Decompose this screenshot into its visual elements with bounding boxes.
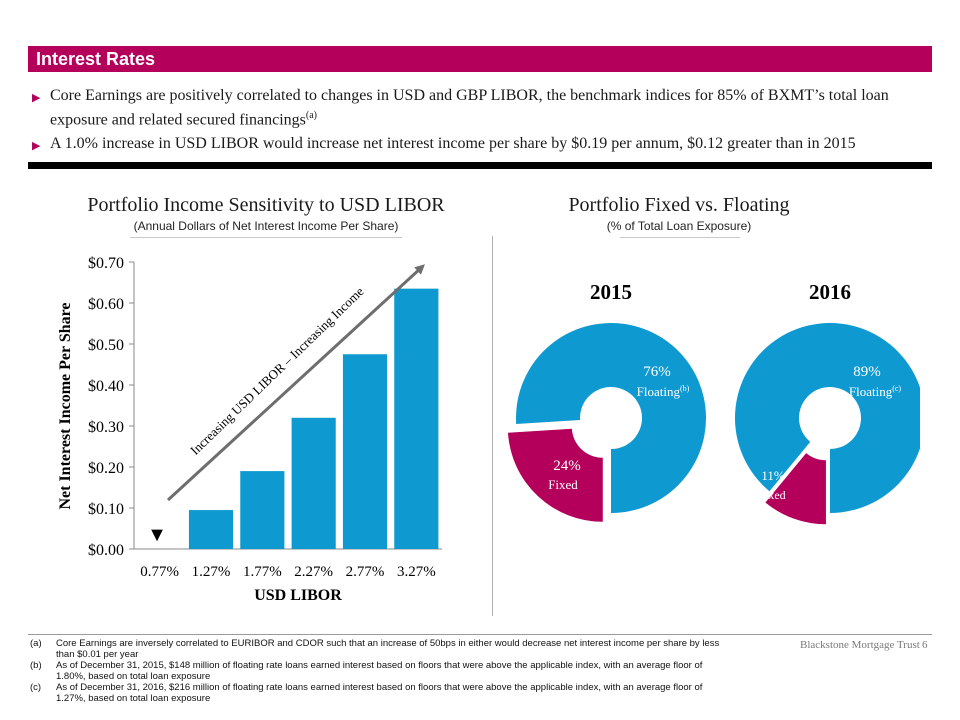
bullet-text: Core Earnings are positively correlated … bbox=[50, 87, 889, 129]
footer-brand: Blackstone Mortgage Trust bbox=[800, 639, 920, 651]
fixed-slice bbox=[765, 453, 826, 525]
right-chart-subtitle: (% of Total Loan Exposure) bbox=[606, 219, 752, 233]
floating-2015-pct: 76% bbox=[643, 364, 671, 380]
y-tick-label: $0.70 bbox=[88, 255, 124, 272]
bullet-item: ▶ A 1.0% increase in USD LIBOR would inc… bbox=[30, 134, 932, 154]
fixed-2015-pct: 24% bbox=[553, 458, 581, 474]
x-tick-label: 1.27% bbox=[192, 564, 231, 580]
donut-2015 bbox=[507, 323, 706, 522]
y-tick-label: $0.40 bbox=[88, 378, 124, 395]
fixed-2016-label: Fixed bbox=[758, 488, 785, 502]
fixed-2015-label: Fixed bbox=[548, 477, 578, 492]
bar bbox=[291, 417, 336, 549]
section-header-bar: Interest Rates bbox=[28, 46, 932, 72]
y-tick-label: $0.60 bbox=[88, 296, 124, 313]
bar bbox=[342, 354, 388, 549]
bar bbox=[188, 510, 234, 549]
footnotes: (a) Core Earnings are inversely correlat… bbox=[30, 638, 720, 704]
footnote: (c) As of December 31, 2016, $216 millio… bbox=[30, 682, 720, 704]
donut-charts: 2015 2016 76% Floating(b) 24% Fixed 89% … bbox=[507, 280, 920, 525]
panel-divider bbox=[492, 236, 493, 616]
x-tick-label: 2.27% bbox=[294, 564, 333, 580]
y-tick-label: $0.00 bbox=[88, 542, 124, 559]
fixed-2016-pct: 11% bbox=[761, 468, 785, 483]
left-subtitle-underline bbox=[130, 237, 402, 238]
triangle-bullet-icon: ▶ bbox=[32, 91, 41, 104]
floating-2016-label: Floating(c) bbox=[849, 384, 902, 399]
y-tick-label: $0.20 bbox=[88, 460, 124, 477]
footnote-letter: (c) bbox=[30, 682, 42, 693]
y-tick-label: $0.50 bbox=[88, 337, 124, 354]
donut-2015-year: 2015 bbox=[590, 280, 632, 304]
x-axis-label: USD LIBOR bbox=[254, 587, 342, 604]
bullet-text: A 1.0% increase in USD LIBOR would incre… bbox=[50, 135, 856, 153]
x-tick-label: 2.77% bbox=[346, 564, 385, 580]
y-axis-label: Net Interest Income Per Share bbox=[57, 302, 74, 509]
footnote-text: Core Earnings are inversely correlated t… bbox=[56, 638, 720, 660]
footer-rule bbox=[28, 634, 932, 635]
left-chart-title: Portfolio Income Sensitivity to USD LIBO… bbox=[87, 194, 445, 216]
donut-2016-year: 2016 bbox=[809, 280, 851, 304]
floating-slice bbox=[516, 323, 706, 513]
right-subtitle-underline bbox=[620, 237, 740, 238]
trend-arrow bbox=[166, 264, 425, 502]
bar bbox=[394, 288, 439, 549]
floating-2016-pct: 89% bbox=[853, 364, 881, 380]
footnote-letter: (b) bbox=[30, 660, 42, 671]
donut-2016 bbox=[735, 323, 920, 525]
bar bbox=[240, 471, 285, 549]
section-title: Interest Rates bbox=[36, 49, 156, 69]
floating-2015-label: Floating(b) bbox=[637, 384, 690, 399]
footnote: (a) Core Earnings are inversely correlat… bbox=[30, 638, 720, 660]
footnote-text: As of December 31, 2016, $216 million of… bbox=[56, 682, 703, 704]
footnote-text: As of December 31, 2015, $148 million of… bbox=[56, 660, 703, 682]
horizontal-rule bbox=[28, 162, 932, 169]
base-marker-icon: ▼ bbox=[147, 524, 167, 546]
y-tick-label: $0.30 bbox=[88, 419, 124, 436]
page-number: 6 bbox=[922, 639, 928, 651]
fixed-slice bbox=[507, 428, 603, 522]
floating-slice bbox=[735, 323, 920, 513]
bar-chart: $0.00 $0.10 $0.20 $0.30 $0.40 $0.50 $0.60 $0.70… bbox=[57, 255, 442, 604]
y-tick-label: $0.10 bbox=[88, 501, 124, 518]
footnote-letter: (a) bbox=[30, 638, 42, 649]
footnote-ref: (a) bbox=[305, 110, 317, 121]
bullet-item: ▶ Core Earnings are positively correlate… bbox=[30, 86, 932, 130]
triangle-bullet-icon: ▶ bbox=[32, 139, 41, 153]
footnote: (b) As of December 31, 2015, $148 millio… bbox=[30, 660, 720, 682]
x-tick-label: 1.77% bbox=[243, 564, 282, 580]
x-tick-label: 3.27% bbox=[397, 564, 436, 580]
bullet-list: ▶ Core Earnings are positively correlate… bbox=[30, 86, 932, 158]
x-tick-label: 0.77% bbox=[140, 564, 179, 580]
left-chart-subtitle: (Annual Dollars of Net Interest Income P… bbox=[133, 219, 399, 233]
right-chart-title: Portfolio Fixed vs. Floating bbox=[568, 194, 790, 216]
trend-arrow-label: Increasing USD LIBOR – Increasing Income bbox=[187, 284, 367, 458]
